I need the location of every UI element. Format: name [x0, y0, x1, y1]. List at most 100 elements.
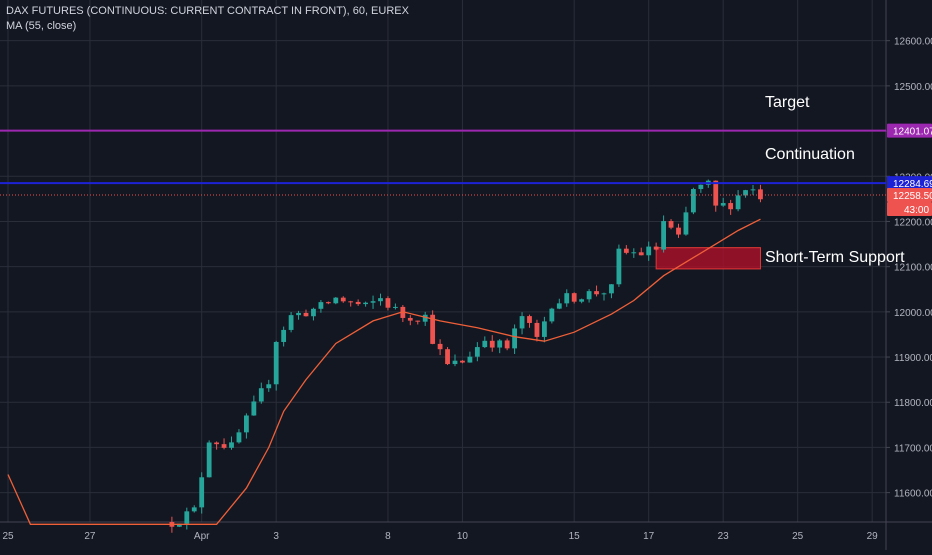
candle-body — [638, 252, 644, 256]
candle-body — [370, 301, 376, 303]
time-tick-label: 3 — [273, 531, 279, 542]
price-tick-label: 11700.00 — [894, 443, 932, 454]
price-tick-label: 12500.00 — [894, 82, 932, 93]
candle-body — [214, 442, 219, 445]
candle-body — [236, 432, 242, 443]
candle-body — [661, 221, 666, 250]
indicator-title[interactable]: MA (55, close) — [6, 20, 77, 32]
target-line-badge — [887, 123, 932, 138]
countdown-label: 43:00 — [904, 205, 929, 216]
time-tick-label: 25 — [792, 531, 804, 542]
time-tick-label: 27 — [84, 531, 96, 542]
candle-body — [467, 356, 473, 363]
candle-body — [482, 340, 488, 348]
candle-body — [564, 293, 570, 304]
target-line-badge-label: 12401.07 — [893, 127, 932, 138]
last-price-line-badge-label: 12258.50 — [893, 191, 932, 202]
countdown-badge — [887, 202, 932, 217]
candle-body — [571, 293, 577, 302]
candle-body — [266, 384, 272, 389]
candle-body — [325, 302, 331, 304]
candle-body — [616, 248, 622, 285]
price-tick-label: 12100.00 — [894, 263, 932, 274]
candle-body — [519, 316, 525, 329]
candle-body — [594, 291, 599, 295]
candle-body — [758, 189, 763, 200]
last-price-line-badge — [887, 188, 932, 203]
candle-body — [720, 203, 726, 206]
time-tick-label: Apr — [194, 531, 210, 542]
candle-body — [281, 329, 287, 342]
candle-body — [184, 511, 190, 524]
candle-body — [683, 212, 689, 235]
candle-body — [631, 252, 637, 254]
candle-body — [199, 477, 205, 508]
candle-body — [258, 388, 264, 402]
candle-body — [348, 301, 354, 303]
candle-body — [445, 349, 450, 365]
time-tick-label: 23 — [718, 531, 730, 542]
candle-body — [728, 203, 734, 210]
annotation-continuation[interactable]: Continuation — [765, 145, 855, 163]
candle-body — [385, 298, 391, 308]
candle-body — [556, 303, 562, 309]
candle-body — [393, 306, 398, 308]
time-tick-label: 29 — [867, 531, 879, 542]
annotation-target[interactable]: Target — [765, 93, 810, 111]
candle-body — [542, 321, 547, 337]
candle-body — [743, 190, 748, 196]
price-tick-label: 12600.00 — [894, 37, 932, 48]
annotation-short-term-support[interactable]: Short-Term Support — [765, 248, 905, 266]
time-tick-label: 8 — [385, 531, 391, 542]
candle-body — [191, 507, 197, 512]
candle-body — [355, 301, 361, 305]
candle-body — [713, 180, 719, 206]
candle-body — [296, 312, 301, 316]
candle-body — [676, 227, 681, 235]
moving-average-line — [7, 218, 761, 525]
candle-body — [549, 308, 555, 322]
candle-body — [378, 298, 383, 302]
candle-body — [251, 401, 257, 416]
candle-body — [646, 246, 652, 256]
candle-body — [340, 297, 346, 302]
short-term-support-zone — [655, 247, 761, 270]
candle-body — [318, 302, 324, 309]
candle-body — [221, 444, 227, 448]
candle-body — [311, 308, 316, 317]
candle-body — [303, 312, 309, 317]
candle-body — [288, 315, 294, 330]
price-tick-label: 11600.00 — [894, 489, 932, 500]
symbol-title[interactable]: DAX FUTURES (CONTINUOUS: CURRENT CONTRAC… — [6, 5, 409, 17]
candle-body — [430, 314, 436, 344]
candle-body — [415, 320, 421, 322]
candle-body — [474, 347, 480, 357]
candle-body — [609, 284, 614, 294]
candle-body — [437, 343, 443, 350]
price-tick-label: 11800.00 — [894, 398, 932, 409]
candle-body — [489, 340, 495, 348]
candle-body — [244, 415, 249, 433]
candle-body — [735, 195, 741, 210]
price-tick-label: 12000.00 — [894, 308, 932, 319]
candle-body — [229, 442, 234, 448]
candle-body — [653, 246, 659, 250]
time-tick-label: 10 — [457, 531, 469, 542]
candle-body — [691, 189, 696, 213]
candle-body — [452, 360, 458, 365]
candle-body — [527, 316, 532, 323]
price-tick-label: 11900.00 — [894, 353, 932, 364]
candle-body — [623, 248, 629, 253]
candle-body — [333, 297, 339, 304]
candle-body — [206, 442, 212, 478]
candle-body — [407, 317, 413, 321]
candle-body — [512, 328, 517, 349]
continuation-line-badge-label: 12284.69 — [893, 179, 932, 190]
candle-body — [698, 184, 704, 190]
candle-body — [579, 299, 585, 302]
candle-body — [534, 322, 540, 337]
chart-legend: DAX FUTURES (CONTINUOUS: CURRENT CONTRAC… — [6, 4, 409, 34]
